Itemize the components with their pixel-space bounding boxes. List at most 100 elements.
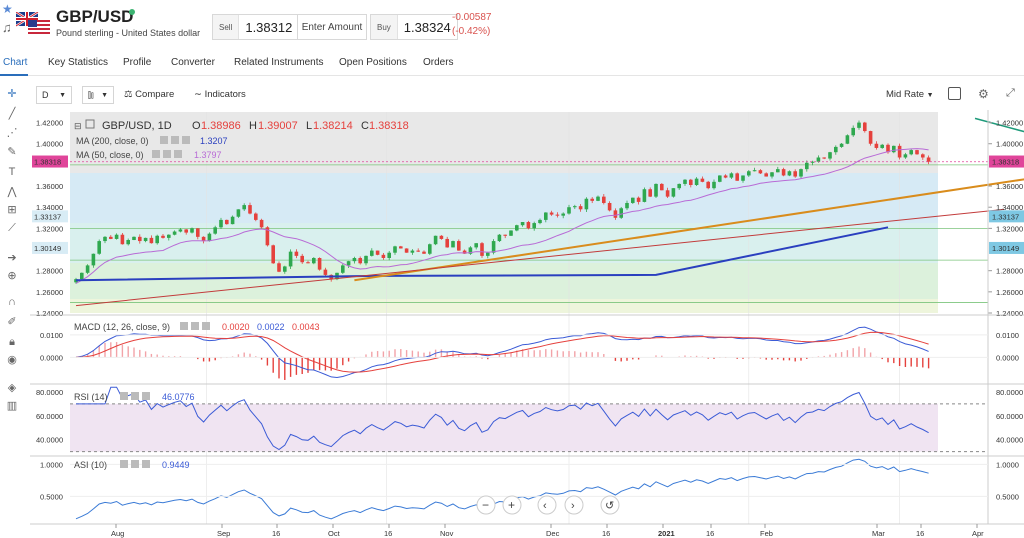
candle [259,219,264,228]
macd-legend: MACD (12, 26, close, 9) 0.0020 0.0022 0.… [74,322,320,332]
ma200-label: MA (200, close, 0) [76,136,149,146]
asi-tick-label: 1.0000 [996,460,1019,469]
magnet-icon[interactable]: ∩ [8,296,16,308]
price-badges: 1.38318 1.33137 1.30149 [989,155,1024,254]
tab-profile[interactable]: Profile [123,57,152,68]
eye-icon[interactable] [180,322,188,330]
forecast-icon[interactable]: ⊞ [7,204,17,216]
lock-icon[interactable]: 🔒︎ [9,336,15,348]
scroll-left-button[interactable] [537,495,557,515]
fullscreen-box-icon[interactable] [948,87,961,100]
sell-price-box[interactable]: Sell 1.38312 [212,14,300,40]
tab-key-statistics[interactable]: Key Statistics [48,57,109,68]
candle [689,179,693,185]
tab-open-positions[interactable]: Open Positions [339,57,407,68]
close-icon[interactable] [202,322,210,330]
candle [503,234,507,236]
candle [874,143,879,148]
candle [648,189,652,197]
gear-icon[interactable] [131,460,139,468]
candle [642,189,647,202]
ma50-value: 1.3797 [194,150,222,160]
eye-icon[interactable] [120,460,128,468]
candle [631,197,635,203]
candle [700,178,705,182]
price-axis[interactable]: 1.42000 1.42000 1.40000 1.40000 1.36000 1.360… [36,119,1023,318]
eye-icon[interactable] [160,136,168,144]
candle [445,238,449,248]
ruler-icon[interactable]: ⟋ [8,222,16,234]
collapse-icon[interactable]: ⊟ [74,121,82,131]
expand-icon[interactable]: ⤢ [1006,87,1015,99]
tab-orders[interactable]: Orders [423,57,454,68]
gear-icon[interactable] [163,150,171,158]
pattern-icon[interactable]: ⋀ [7,186,17,198]
compare-button[interactable]: ⚖︎ Compare [124,89,174,100]
tab-chart[interactable]: Chart [3,57,28,68]
left-price-tick-label: 1.26000 [36,288,63,297]
support-trendline[interactable] [354,165,1024,282]
candle [85,265,90,273]
eye-icon[interactable] [152,150,160,158]
close-icon[interactable] [174,150,182,158]
candle [242,205,246,210]
gear-icon[interactable] [171,136,179,144]
trend-line-icon[interactable]: ╱ [8,108,16,120]
crosshair-icon[interactable]: ✛ [7,88,17,100]
red-trendline[interactable] [75,208,1005,307]
tab-bar: Chart Key Statistics Profile Converter R… [0,52,1024,76]
stay-drawing-icon[interactable]: ✐ [7,316,17,328]
price-type-select[interactable]: Mid Rate ▼ [886,89,934,100]
close-icon[interactable] [142,392,150,400]
tab-related-instruments[interactable]: Related Instruments [234,57,324,68]
bell-icon[interactable]: ♫ [2,20,12,35]
gear-icon[interactable] [191,322,199,330]
trash-icon[interactable]: ▥ [6,400,18,412]
reset-button[interactable] [600,495,620,515]
brush-icon[interactable]: ✎ [7,146,17,158]
tab-converter[interactable]: Converter [171,57,215,68]
eye-icon[interactable] [120,392,128,400]
candle [277,263,281,272]
asi-value: 0.9449 [162,460,190,470]
measure-icon[interactable]: ➔ [7,252,17,264]
zoom-icon[interactable]: ⊕ [7,270,17,282]
candle [474,243,478,248]
buy-price-box[interactable]: Buy 1.38324 [370,14,458,40]
eye-icon[interactable]: ◉ [7,354,17,366]
interval-select[interactable]: D ▼ [36,86,72,104]
zoom-in-button[interactable] [502,495,522,515]
candle [491,241,496,253]
candle [816,157,821,162]
scroll-right-button[interactable] [564,495,584,515]
enter-amount-input[interactable]: Enter Amount [297,14,367,40]
grid [206,112,900,524]
candle [845,135,850,144]
close-icon[interactable] [142,460,150,468]
price-chart[interactable]: 1.42000 1.42000 1.40000 1.40000 1.36000 1.360… [0,110,1024,538]
candle [613,210,618,218]
close-icon[interactable] [182,136,190,144]
time-axis[interactable]: Aug Sep 16 Oct 16 Nov Dec 16 2021 16 Feb Mar 16 Apr [111,524,984,538]
candle [248,205,252,214]
gear-icon[interactable] [131,392,139,400]
layers-icon[interactable]: ◈ [7,382,17,394]
candle [549,212,554,215]
time-label: 2021 [658,529,675,538]
candle [625,202,629,209]
indicators-button[interactable]: ∼ Indicators [194,89,246,100]
text-tool-icon[interactable]: T [8,166,16,178]
close-label: C [361,120,369,132]
legend-settings-icon[interactable] [85,119,95,129]
fib-icon[interactable]: ⋰ [6,127,18,139]
candle [190,228,194,233]
chart-type-select[interactable]: ⫿⫾ ▼ [82,86,114,104]
settings-gear-icon[interactable]: ⚙ [978,87,989,101]
asi-tick-label: 0.5000 [996,492,1019,501]
resistance-trendline[interactable] [974,117,1024,157]
ma50-label: MA (50, close, 0) [76,150,144,160]
star-icon[interactable]: ★ [2,2,13,16]
drawing-toolbar: ✛ ╱ ⋰ ✎ T ⋀ ⊞ ⟋ ➔ ⊕ ∩ ✐ 🔒︎ ◉ ◈ ▥ [0,84,24,424]
zoom-out-button[interactable] [476,495,496,515]
left-price-badge-label: 1.33137 [34,212,61,221]
